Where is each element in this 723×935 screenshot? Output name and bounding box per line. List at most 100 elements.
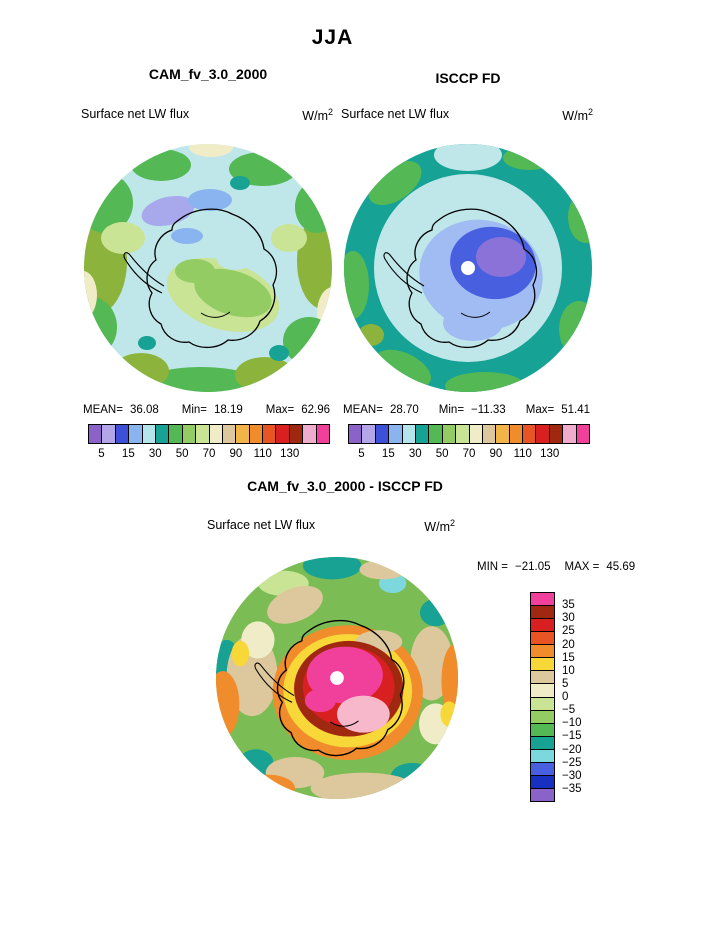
colorbar-tick-label: 5	[98, 448, 105, 460]
colorbar-segment	[236, 424, 250, 444]
colorbar-segment	[155, 424, 170, 444]
isccp-colorbar: 5 15 30 50 70 90 110 130	[348, 424, 591, 470]
colorbar-tick-label: 15	[562, 651, 575, 664]
antarctica-coastline	[254, 619, 405, 757]
colorbar-tick-label: −30	[562, 769, 582, 782]
colorbar-segment	[530, 749, 555, 763]
colorbar-segment	[482, 424, 497, 444]
diff-max: MAX = 45.69	[564, 561, 636, 573]
colorbar-segment	[530, 606, 555, 620]
colorbar-tick-label: −25	[562, 756, 582, 769]
colorbar-segment	[530, 684, 555, 698]
diff-colorbar: 35 30 25 20 15 10 5 0 −5 −10 −15 −20 −25 −30 −35	[530, 592, 582, 802]
colorbar-segment	[530, 645, 555, 659]
colorbar-tick-label: 110	[513, 448, 532, 460]
colorbar-segment	[316, 424, 331, 444]
colorbar-tick-label: 20	[562, 638, 575, 651]
colorbar-segment	[402, 424, 416, 444]
colorbar-tick-label: 50	[175, 448, 189, 460]
colorbar-segment	[129, 424, 143, 444]
figure-title: JJA	[311, 26, 354, 49]
cam-min: Min= 18.19	[181, 404, 243, 416]
colorbar-segment	[115, 424, 130, 444]
isccp-map	[344, 144, 592, 392]
colorbar-segment	[102, 424, 116, 444]
colorbar-segment	[169, 424, 183, 444]
colorbar-segment	[530, 788, 555, 802]
diff-colorbar-bar	[530, 592, 555, 802]
colorbar-segment	[530, 775, 555, 789]
colorbar-segment	[530, 658, 555, 672]
colorbar-segment	[530, 710, 555, 724]
colorbar-tick-label: 30	[562, 612, 575, 625]
isccp-min: Min= −11.33	[438, 404, 506, 416]
isccp-panel-title: ISCCP FD	[435, 70, 501, 86]
isccp-mean: MEAN= 28.70	[343, 404, 419, 416]
colorbar-segment	[389, 424, 403, 444]
cam-field-fill	[84, 144, 332, 392]
colorbar-tick-label: 70	[462, 448, 476, 460]
colorbar-segment	[469, 424, 483, 444]
colorbar-tick-label: 10	[562, 664, 575, 677]
colorbar-tick-label: −5	[562, 704, 576, 717]
diff-field-label: Surface net LW flux	[207, 518, 316, 532]
cam-units-label: W/m2	[302, 107, 333, 124]
colorbar-segment	[530, 723, 555, 737]
colorbar-segment	[456, 424, 470, 444]
colorbar-segment	[375, 424, 390, 444]
isccp-stats-row: MEAN= 28.70 Min= −11.33 Max= 51.41	[343, 404, 590, 416]
colorbar-segment	[530, 671, 555, 685]
colorbar-tick-label: −10	[562, 717, 582, 730]
colorbar-segment	[530, 697, 555, 711]
cam-max: Max= 62.96	[265, 404, 330, 416]
colorbar-segment	[289, 424, 304, 444]
colorbar-segment	[142, 424, 156, 444]
diff-min: MIN = −21.05	[477, 561, 551, 573]
colorbar-segment	[496, 424, 510, 444]
cam-mean: MEAN= 36.08	[83, 404, 159, 416]
antarctica-coastline	[383, 208, 538, 349]
colorbar-segment	[442, 424, 457, 444]
colorbar-segment	[530, 736, 555, 750]
colorbar-segment	[249, 424, 264, 444]
colorbar-segment	[563, 424, 577, 444]
cam-stats-row: MEAN= 36.08 Min= 18.19 Max= 62.96	[83, 404, 330, 416]
isccp-field-fill	[344, 144, 592, 392]
colorbar-tick-label: 15	[121, 448, 135, 460]
colorbar-segment	[549, 424, 564, 444]
colorbar-tick-label: 90	[229, 448, 243, 460]
colorbar-tick-label: 110	[253, 448, 272, 460]
isccp-field-row: Surface net LW flux W/m2	[341, 107, 593, 123]
isccp-field-label: Surface net LW flux	[341, 107, 450, 121]
colorbar-segment	[429, 424, 443, 444]
colorbar-segment	[196, 424, 210, 444]
diff-panel-title: CAM_fv_3.0_2000 - ISCCP FD	[247, 478, 443, 494]
colorbar-tick-label: 35	[562, 599, 575, 612]
colorbar-segment	[530, 762, 555, 776]
diff-units-label: W/m2	[424, 518, 455, 535]
cam-colorbar-bar	[88, 424, 331, 444]
colorbar-tick-label: 15	[381, 448, 395, 460]
colorbar-tick-label: 50	[435, 448, 449, 460]
colorbar-tick-label: 130	[540, 448, 560, 460]
colorbar-segment	[303, 424, 317, 444]
colorbar-segment	[415, 424, 430, 444]
colorbar-segment	[276, 424, 290, 444]
colorbar-tick-label: 25	[562, 625, 575, 638]
difference-map	[215, 556, 459, 800]
colorbar-tick-label: 30	[148, 448, 162, 460]
colorbar-segment	[509, 424, 524, 444]
colorbar-tick-label: 30	[408, 448, 422, 460]
isccp-colorbar-bar	[348, 424, 591, 444]
colorbar-segment	[209, 424, 223, 444]
colorbar-tick-label: 130	[280, 448, 300, 460]
colorbar-segment	[536, 424, 550, 444]
pole-data-void	[461, 261, 475, 275]
colorbar-segment	[530, 632, 555, 646]
colorbar-tick-label: 70	[202, 448, 216, 460]
cam-field-label: Surface net LW flux	[81, 107, 190, 121]
colorbar-tick-label: 5	[358, 448, 365, 460]
cam-field-row: Surface net LW flux W/m2	[81, 107, 333, 123]
colorbar-segment	[530, 619, 555, 633]
cam-map	[84, 144, 332, 392]
